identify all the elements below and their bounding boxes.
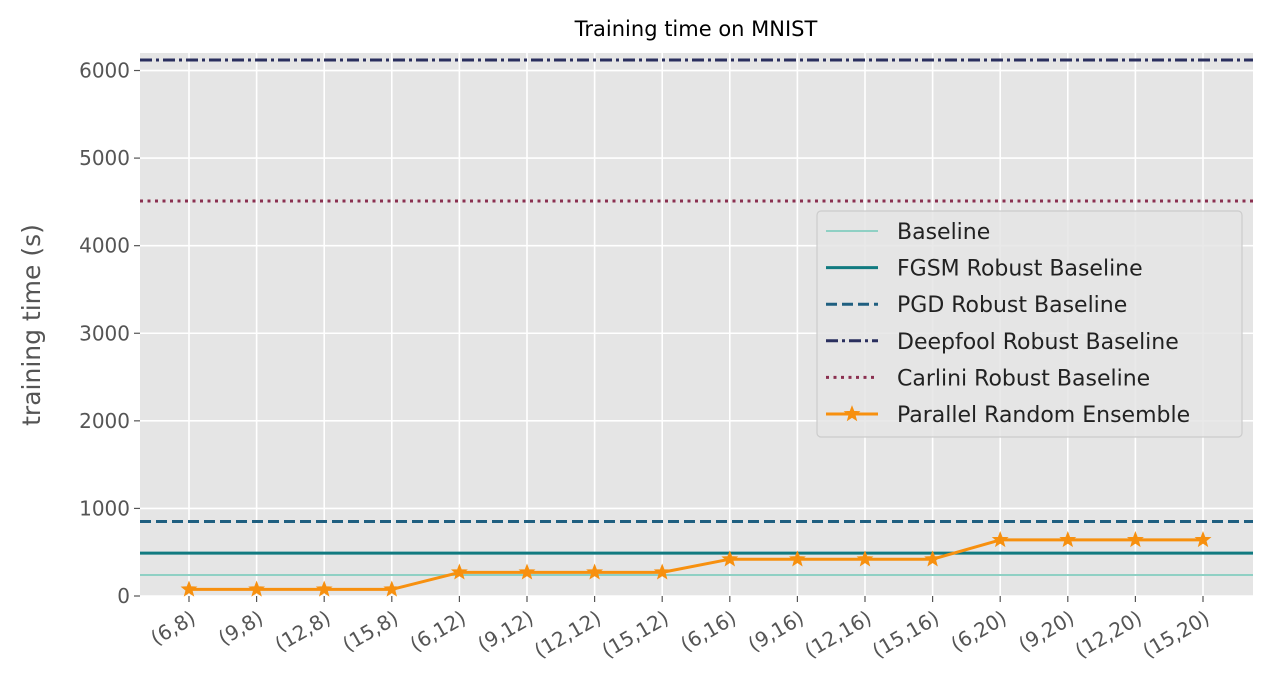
- data-point: [450, 563, 468, 580]
- x-tick-label: (12,20): [1071, 606, 1146, 663]
- y-tick-label: 4000: [79, 234, 130, 258]
- chart-title: Training time on MNIST: [574, 17, 818, 41]
- x-tick-label: (12,16): [800, 606, 875, 663]
- y-tick-label: 5000: [79, 146, 130, 170]
- x-tick-label: (6,20): [947, 606, 1011, 657]
- x-tick-label: (9,20): [1014, 606, 1078, 657]
- y-tick-label: 3000: [79, 321, 130, 345]
- x-tick-label: (15,12): [598, 606, 673, 663]
- y-axis-label: training time (s): [17, 224, 46, 426]
- x-tick-label: (12,12): [530, 606, 605, 663]
- y-tick-label: 6000: [79, 59, 130, 83]
- data-point: [856, 550, 874, 567]
- y-tick-label: 0: [117, 584, 130, 608]
- y-tick-label: 2000: [79, 409, 130, 433]
- data-point: [1126, 530, 1144, 548]
- legend-label: Carlini Robust Baseline: [897, 366, 1150, 391]
- x-tick-label: (12,8): [271, 606, 335, 657]
- data-point: [180, 580, 198, 597]
- data-point: [788, 550, 806, 567]
- data-point: [383, 580, 401, 597]
- data-point: [924, 550, 942, 567]
- legend-label: Parallel Random Ensemble: [897, 403, 1190, 428]
- data-point: [315, 580, 333, 597]
- legend-box: [816, 210, 1243, 438]
- y-tick-label: 1000: [79, 496, 130, 520]
- series-line: [189, 538, 1203, 591]
- legend-label: Deepfool Robust Baseline: [897, 330, 1179, 355]
- series-layer: [140, 58, 1253, 597]
- x-tick-label: (15,20): [1138, 606, 1213, 663]
- data-point: [248, 580, 266, 597]
- data-point: [518, 563, 536, 580]
- data-point: [991, 530, 1009, 548]
- x-tick-label: (15,8): [338, 606, 402, 657]
- legend-marker: [843, 405, 861, 422]
- legend-label: Baseline: [897, 220, 990, 245]
- x-tick-label: (6,12): [406, 606, 470, 657]
- data-point: [1194, 530, 1212, 548]
- x-tick-label: (15,16): [868, 606, 943, 663]
- x-tick-label: (9,16): [744, 606, 808, 657]
- data-point: [653, 563, 671, 580]
- x-tick-label: (9,12): [473, 606, 537, 657]
- x-tick-label: (9,8): [214, 606, 267, 650]
- data-point: [586, 563, 604, 580]
- x-tick-label: (6,8): [146, 606, 199, 650]
- legend: Baseline FGSM Robust Baseline PGD Robust B…: [816, 210, 1243, 438]
- data-point: [1059, 530, 1077, 548]
- data-point: [721, 550, 739, 567]
- legend-label: PGD Robust Baseline: [897, 293, 1127, 318]
- legend-label: FGSM Robust Baseline: [897, 257, 1143, 282]
- x-tick-label: (6,16): [676, 606, 740, 657]
